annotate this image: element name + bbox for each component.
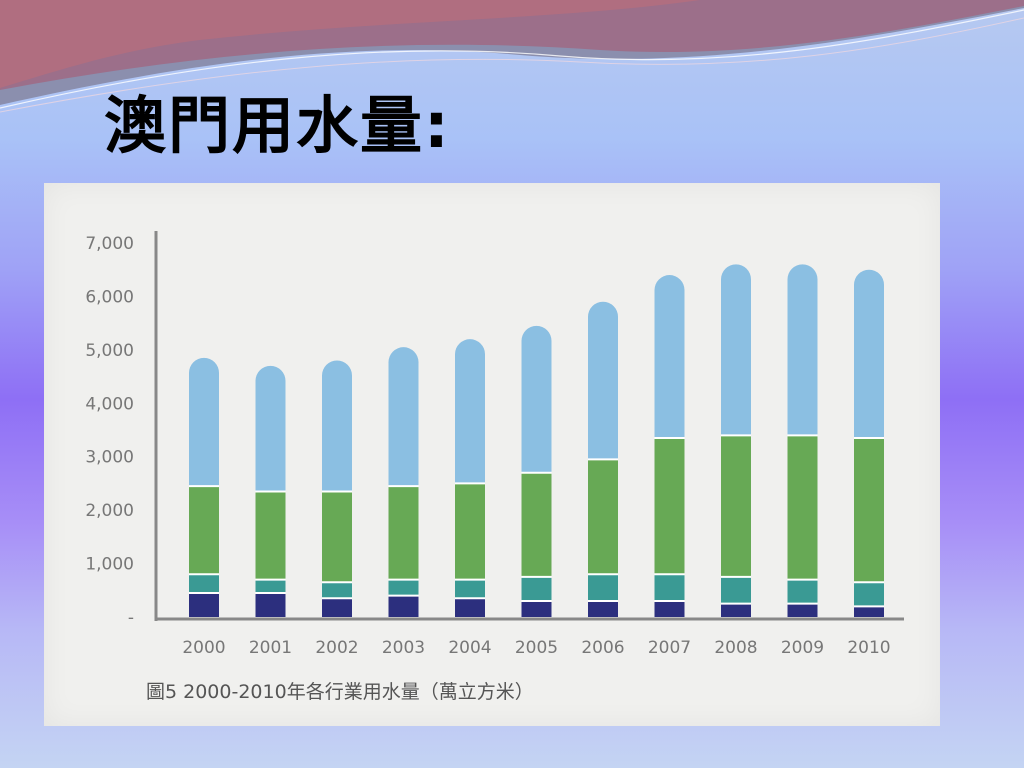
bar-segment — [255, 579, 286, 593]
bar-segment — [787, 579, 818, 604]
bar-segment — [654, 438, 685, 575]
bar-segment — [787, 264, 818, 436]
x-tick-label: 2003 — [382, 638, 425, 658]
bar-segment — [388, 486, 419, 580]
x-tick-label: 2005 — [515, 638, 558, 658]
bar-segment — [721, 576, 751, 604]
bar-segment — [854, 582, 884, 607]
bar-segment — [721, 603, 751, 617]
x-tick-label: 2006 — [581, 638, 624, 658]
bar-segment — [455, 579, 485, 599]
bar-segment — [854, 606, 884, 617]
x-tick-label: 2001 — [249, 638, 292, 658]
bar-segment — [588, 574, 618, 601]
bar-segment — [854, 269, 884, 439]
x-tick-label: 2002 — [315, 638, 358, 658]
bar-segment — [588, 600, 618, 617]
bar-segment — [521, 325, 552, 473]
x-tick-label: 2004 — [448, 638, 491, 658]
bar-segment — [189, 486, 219, 575]
bar-segment — [255, 592, 286, 617]
bar-segment — [521, 576, 552, 601]
bar-segment — [322, 491, 352, 583]
y-tick-label: 2,000 — [85, 501, 134, 521]
stacked-bar-chart: - 1,000 2,000 3,000 4,000 5,000 6,000 7,000 2000… — [85, 231, 904, 658]
bar-segment — [455, 483, 485, 580]
bar-segment — [654, 275, 685, 439]
bar-segment — [787, 435, 818, 580]
x-tick-label: 2010 — [847, 638, 890, 658]
x-tick-label: 2007 — [648, 638, 691, 658]
x-tick-label: 2008 — [714, 638, 757, 658]
bar-segment — [455, 598, 485, 617]
y-tick-label: - — [128, 608, 134, 628]
bar-segment — [654, 600, 685, 617]
bar-segment — [189, 574, 219, 593]
bar-segment — [521, 472, 552, 577]
x-tick-label: 2009 — [781, 638, 824, 658]
y-tick-label: 6,000 — [85, 287, 134, 307]
bar-segment — [388, 595, 419, 617]
slide-title: 澳門用水量: — [104, 89, 451, 162]
x-tick-label: 2000 — [182, 638, 225, 658]
bar-segment — [721, 435, 751, 577]
chart-caption: 圖5 2000-2010年各行業用水量（萬立方米） — [146, 681, 534, 703]
bar-segment — [521, 600, 552, 617]
bar-segment — [388, 579, 419, 596]
bar-segment — [189, 357, 219, 487]
header-wave-decoration — [0, 0, 1024, 113]
chart-photo: - 1,000 2,000 3,000 4,000 5,000 6,000 7,000 2000… — [44, 183, 940, 726]
bar-segment — [721, 264, 751, 436]
bar-segment — [654, 574, 685, 601]
y-tick-label: 3,000 — [85, 448, 134, 468]
y-tick-label: 7,000 — [85, 234, 134, 254]
bar-segment — [787, 603, 818, 617]
y-tick-label: 4,000 — [85, 394, 134, 414]
y-tick-label: 5,000 — [85, 341, 134, 361]
bar-segment — [322, 360, 352, 492]
y-tick-label: 1,000 — [85, 555, 134, 575]
bar-segment — [588, 301, 618, 460]
bar-segment — [255, 365, 286, 492]
bar-segment — [255, 491, 286, 580]
bar-segment — [455, 339, 485, 484]
bar-segment — [322, 598, 352, 617]
bar-segment — [588, 459, 618, 575]
bar-segment — [189, 592, 219, 617]
bar-segment — [388, 347, 419, 487]
bar-segment — [854, 438, 884, 583]
bar-segment — [322, 582, 352, 599]
